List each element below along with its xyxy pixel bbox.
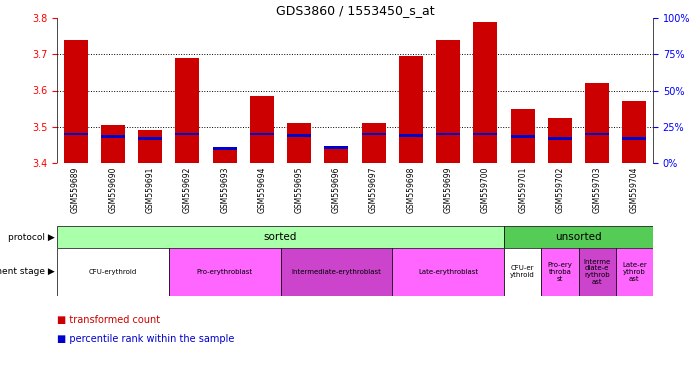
Text: GSM559691: GSM559691 [146, 166, 155, 212]
Text: GSM559692: GSM559692 [183, 166, 192, 212]
Text: Pro-erythroblast: Pro-erythroblast [196, 269, 253, 275]
Text: development stage ▶: development stage ▶ [0, 268, 55, 276]
Bar [324, 146, 348, 149]
Text: GSM559698: GSM559698 [406, 166, 415, 212]
Bar [578, 248, 616, 296]
Bar [101, 136, 125, 138]
Text: GSM559704: GSM559704 [630, 166, 639, 213]
Bar [623, 137, 647, 140]
Bar [57, 226, 504, 248]
Text: CFU-erythroid: CFU-erythroid [88, 269, 137, 275]
Bar [585, 83, 609, 163]
Text: GSM559703: GSM559703 [593, 166, 602, 213]
Bar [585, 132, 609, 136]
Bar [249, 132, 274, 136]
Bar [176, 58, 200, 163]
Bar [287, 123, 311, 163]
Text: GSM559696: GSM559696 [332, 166, 341, 213]
Bar [249, 96, 274, 163]
Text: GSM559693: GSM559693 [220, 166, 229, 213]
Bar [623, 101, 647, 163]
Bar [176, 132, 200, 136]
Text: GSM559697: GSM559697 [369, 166, 378, 213]
Text: GSM559702: GSM559702 [556, 166, 565, 212]
Text: unsorted: unsorted [555, 232, 602, 242]
Text: Late-er
ythrob
ast: Late-er ythrob ast [622, 262, 647, 282]
Bar [548, 137, 572, 140]
Text: GSM559701: GSM559701 [518, 166, 527, 212]
Text: protocol ▶: protocol ▶ [8, 232, 55, 242]
Bar [138, 131, 162, 163]
Text: ■ percentile rank within the sample: ■ percentile rank within the sample [57, 334, 234, 344]
Text: Pro-ery
throba
st: Pro-ery throba st [547, 262, 572, 282]
Text: GSM559690: GSM559690 [108, 166, 117, 213]
Bar [324, 147, 348, 163]
Bar [504, 226, 653, 248]
Bar [548, 118, 572, 163]
Bar [511, 109, 535, 163]
Text: GSM559700: GSM559700 [481, 166, 490, 213]
Bar [361, 132, 386, 136]
Bar [399, 134, 423, 137]
Bar [101, 125, 125, 163]
Bar [213, 147, 237, 150]
Bar [473, 22, 498, 163]
Text: GSM559695: GSM559695 [294, 166, 303, 213]
Bar [213, 150, 237, 163]
Bar [511, 136, 535, 138]
Bar [361, 123, 386, 163]
Text: Late-erythroblast: Late-erythroblast [418, 269, 478, 275]
Text: CFU-er
ythroid: CFU-er ythroid [510, 265, 535, 278]
Bar [399, 56, 423, 163]
Bar [436, 132, 460, 136]
Bar [138, 137, 162, 140]
Text: GSM559699: GSM559699 [444, 166, 453, 213]
Text: sorted: sorted [264, 232, 297, 242]
Bar [473, 132, 498, 136]
Bar [64, 40, 88, 163]
Text: GSM559694: GSM559694 [257, 166, 266, 213]
Bar [287, 134, 311, 137]
Bar [541, 248, 578, 296]
Bar [281, 248, 392, 296]
Bar [64, 132, 88, 136]
Title: GDS3860 / 1553450_s_at: GDS3860 / 1553450_s_at [276, 4, 435, 17]
Bar [616, 248, 653, 296]
Bar [504, 248, 541, 296]
Bar [57, 248, 169, 296]
Bar [169, 248, 281, 296]
Text: ■ transformed count: ■ transformed count [57, 315, 160, 325]
Bar [436, 40, 460, 163]
Text: Interme
diate-e
rythrob
ast: Interme diate-e rythrob ast [583, 258, 611, 285]
Text: GSM559689: GSM559689 [71, 166, 80, 212]
Text: Intermediate-erythroblast: Intermediate-erythroblast [292, 269, 381, 275]
Bar [392, 248, 504, 296]
